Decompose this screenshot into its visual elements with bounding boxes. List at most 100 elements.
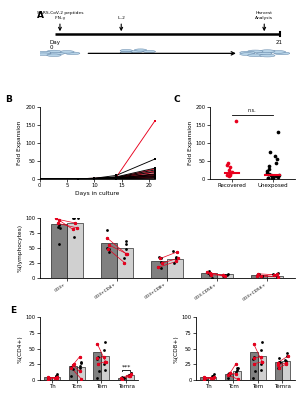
Point <box>174 255 178 262</box>
Point <box>275 271 279 278</box>
Point <box>251 340 256 347</box>
Point <box>233 360 238 367</box>
Point <box>220 272 225 279</box>
Point <box>105 235 110 242</box>
Point <box>45 376 50 383</box>
Point <box>220 272 225 278</box>
Point <box>271 175 275 182</box>
Text: A: A <box>37 11 44 20</box>
Bar <box>233 371 241 380</box>
Point <box>54 374 59 381</box>
Point <box>54 215 59 222</box>
Bar <box>44 378 52 380</box>
Bar <box>117 248 133 278</box>
Point <box>120 377 125 383</box>
Point <box>275 129 280 135</box>
Point <box>267 163 271 170</box>
Point <box>174 249 179 255</box>
Point <box>71 226 75 233</box>
Point <box>129 370 133 376</box>
Point <box>95 356 99 362</box>
Circle shape <box>120 50 132 52</box>
Point <box>54 373 59 380</box>
Bar <box>167 259 183 278</box>
Point <box>158 255 163 262</box>
Point <box>209 375 214 381</box>
Point <box>270 173 275 180</box>
Bar <box>151 261 167 278</box>
Point <box>211 374 216 380</box>
Point <box>285 350 290 356</box>
Point <box>102 360 107 367</box>
Point <box>275 362 280 368</box>
Point <box>77 354 82 360</box>
Point <box>119 375 124 381</box>
Point <box>106 242 111 248</box>
Circle shape <box>143 50 155 53</box>
Point <box>71 362 76 368</box>
Point <box>202 375 207 381</box>
Bar <box>200 378 208 380</box>
Point <box>208 270 212 276</box>
Point <box>251 354 256 360</box>
Point <box>276 172 281 178</box>
Point <box>283 361 288 368</box>
Point <box>258 360 263 367</box>
Point <box>54 374 59 381</box>
Point <box>258 354 263 360</box>
Circle shape <box>36 53 51 56</box>
Bar <box>126 375 134 380</box>
Point <box>71 226 75 233</box>
Point <box>275 274 280 280</box>
Point <box>227 370 232 376</box>
Point <box>205 269 210 275</box>
Point <box>45 375 50 382</box>
Point <box>71 360 76 367</box>
Point <box>128 372 133 378</box>
Point <box>258 273 263 279</box>
Point <box>276 274 281 280</box>
Point <box>95 355 100 361</box>
Point <box>258 273 263 279</box>
Point <box>95 340 100 347</box>
Point <box>202 374 207 381</box>
Point <box>119 376 124 382</box>
Point <box>276 365 281 372</box>
Point <box>55 220 60 226</box>
Point <box>202 375 207 381</box>
Bar <box>69 366 77 380</box>
Point <box>267 170 271 177</box>
Point <box>46 375 51 381</box>
Point <box>235 365 240 371</box>
Point <box>208 270 212 276</box>
Point <box>95 340 100 347</box>
Point <box>255 272 260 278</box>
Point <box>211 372 216 379</box>
Point <box>233 371 238 377</box>
Point <box>206 270 210 276</box>
Bar <box>101 243 117 278</box>
Point <box>103 358 108 365</box>
Point <box>223 272 228 278</box>
Point <box>275 156 279 162</box>
Point <box>54 372 59 379</box>
Bar <box>67 222 83 278</box>
Point <box>202 376 206 383</box>
Bar <box>282 361 290 380</box>
Point <box>159 259 164 265</box>
Point <box>124 251 129 258</box>
Point <box>228 164 233 171</box>
Point <box>255 273 260 280</box>
Point <box>75 215 80 222</box>
Circle shape <box>60 50 74 53</box>
Point <box>258 346 263 353</box>
Point <box>74 225 79 231</box>
Point <box>78 363 83 370</box>
Point <box>128 372 133 379</box>
Point <box>174 258 178 265</box>
Point <box>71 215 76 222</box>
Point <box>276 365 281 372</box>
Point <box>272 272 277 278</box>
Point <box>77 368 82 375</box>
Point <box>226 173 231 179</box>
